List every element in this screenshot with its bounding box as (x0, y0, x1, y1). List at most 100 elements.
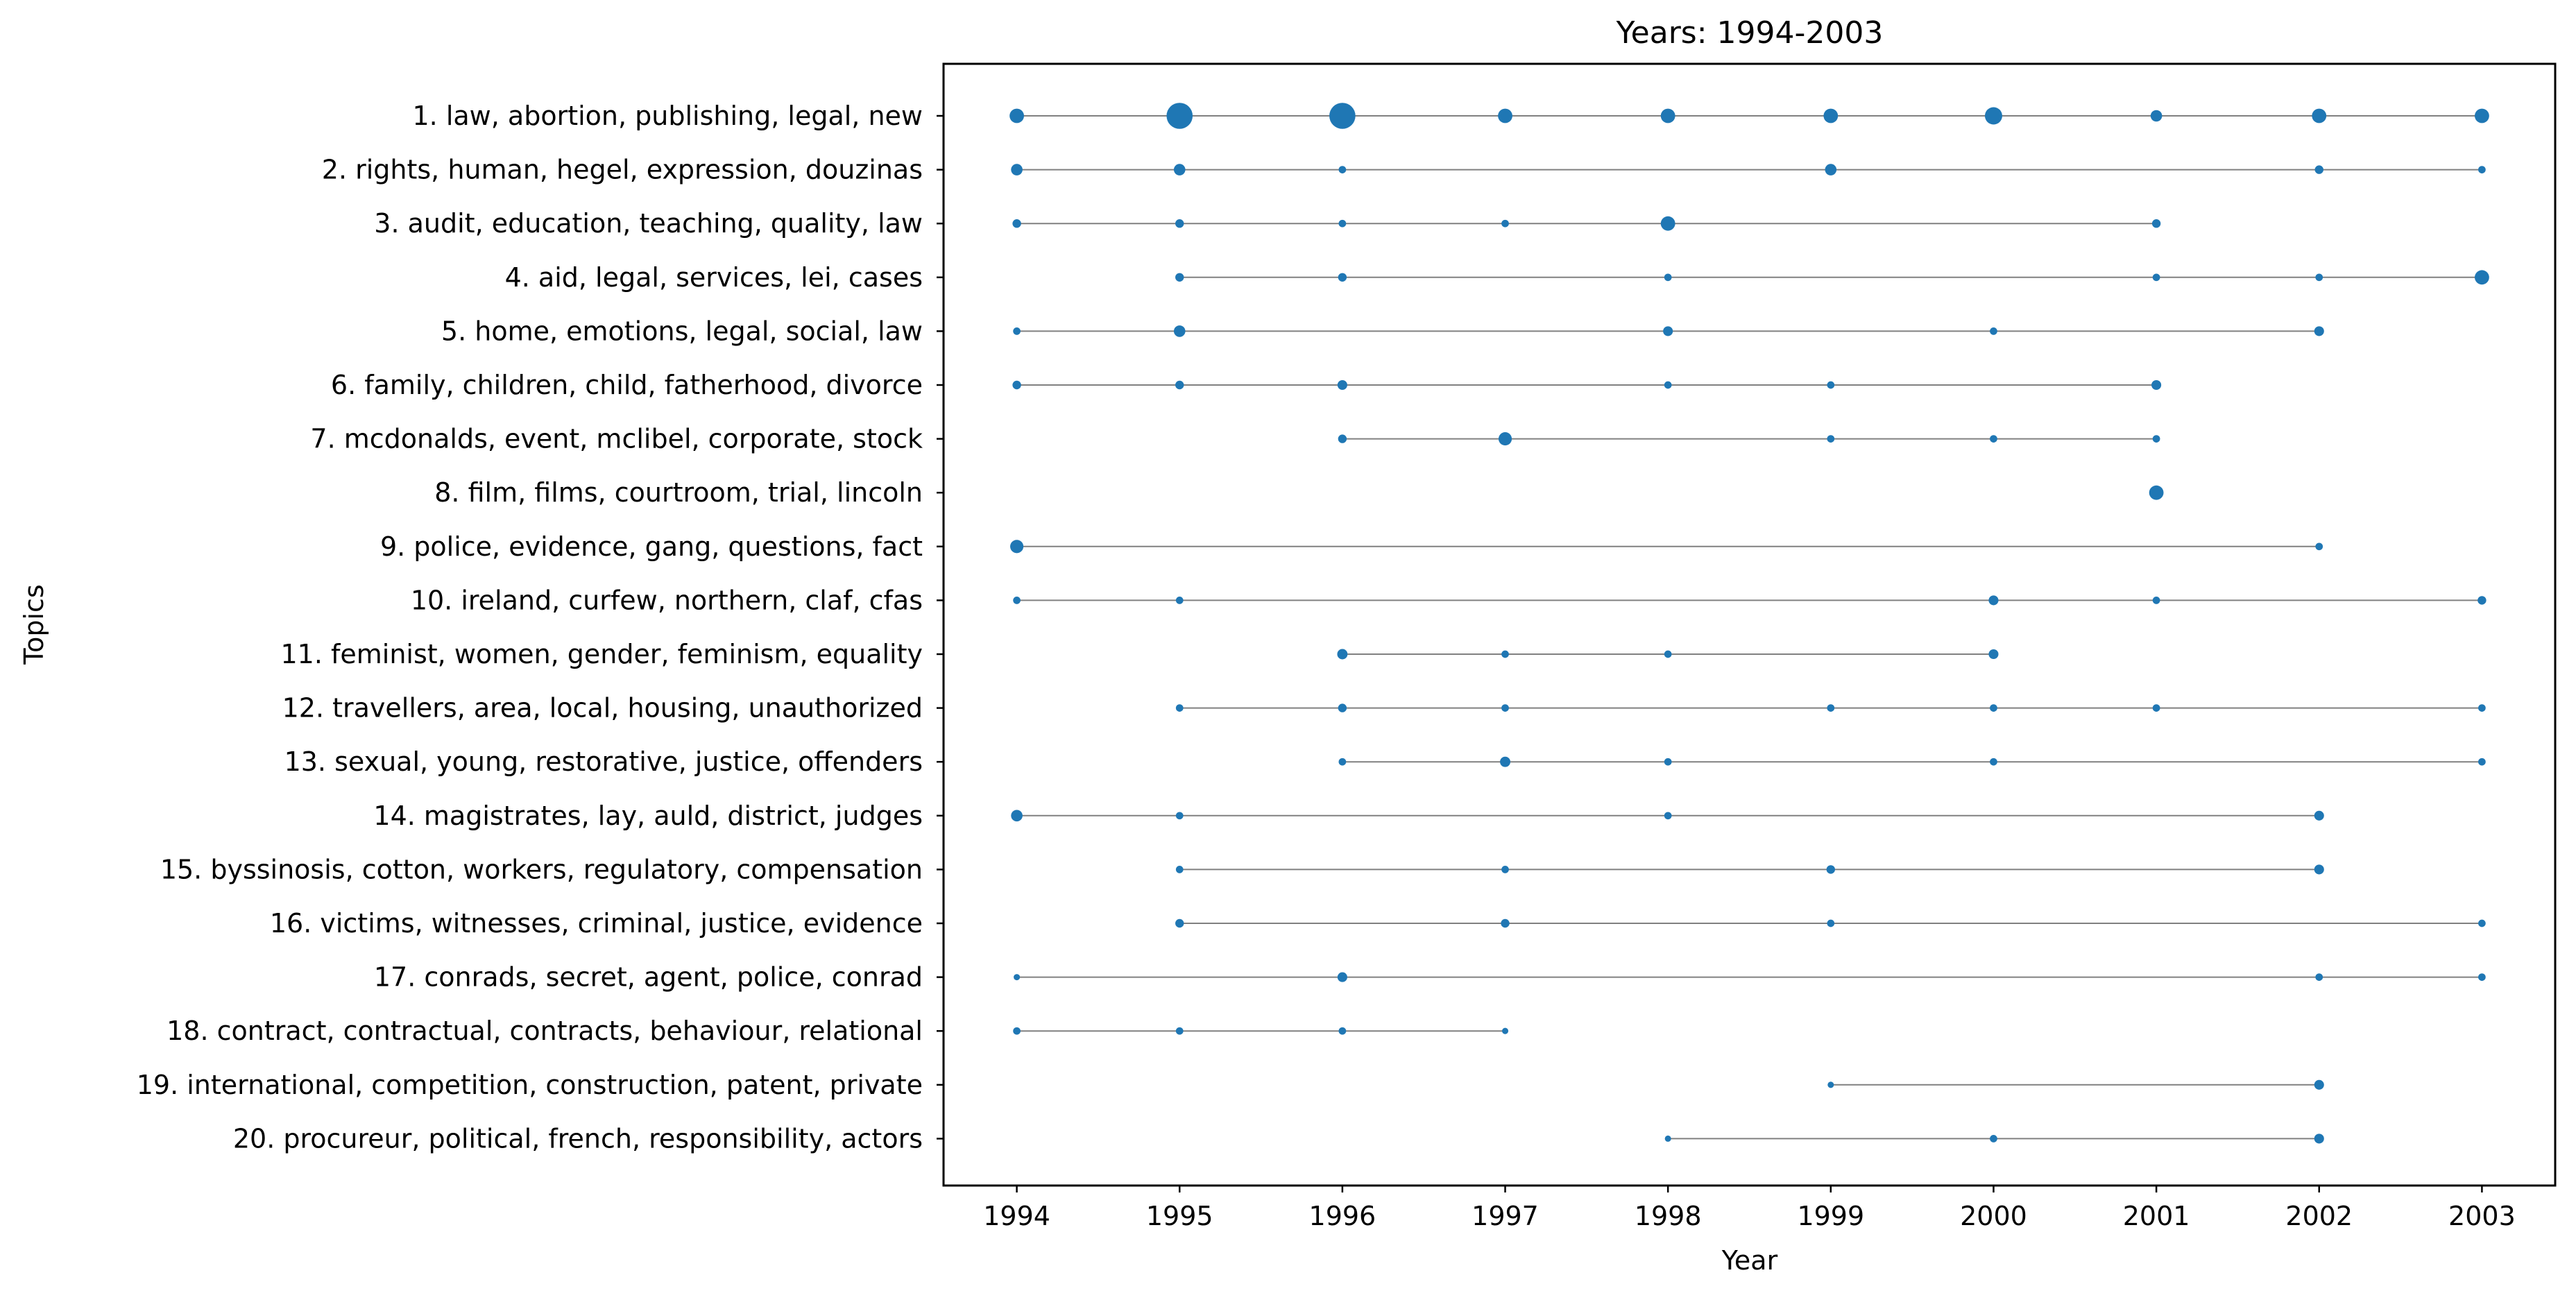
topic-year-point (2152, 597, 2160, 604)
topic-year-point (1501, 918, 1510, 928)
topic-year-point (1660, 216, 1675, 231)
topic-year-point (1990, 1135, 1997, 1143)
topic-year-point (1990, 435, 1997, 443)
topic-year-point (1501, 704, 1509, 712)
topic-year-point (2478, 758, 2486, 766)
topic-year-point (1175, 866, 1184, 873)
y-tick-label: 6. family, children, child, fatherhood, … (331, 370, 923, 400)
topic-year-point (1338, 166, 1347, 173)
topic-year-point (1338, 1027, 1347, 1035)
topic-year-point (1013, 1027, 1021, 1035)
y-tick-label: 7. mcdonalds, event, mclibel, corporate,… (310, 424, 923, 454)
chart-title: Years: 1994-2003 (1616, 15, 1884, 51)
x-tick-label: 2003 (2448, 1201, 2516, 1231)
topic-year-point (1988, 595, 1999, 606)
x-axis: 1994 1995 1996 1997 1998 1999 2000 2001 2002 2003 (983, 1186, 2516, 1231)
topic-year-point (2312, 108, 2327, 123)
y-tick-label: 18. contract, contractual, contracts, be… (167, 1016, 923, 1046)
topic-year-point (1012, 219, 1021, 228)
topic-year-point (1338, 703, 1347, 712)
topic-year-point (2315, 273, 2323, 282)
topic-year-point (1175, 918, 1184, 928)
topic-year-point (2477, 596, 2487, 605)
topic-year-point (1175, 380, 1184, 390)
topic-year-point (1175, 273, 1184, 282)
topic-year-point (1990, 327, 1997, 335)
topic-year-point (2475, 270, 2489, 285)
x-axis-label: Year (1721, 1245, 1778, 1276)
topic-year-point (1338, 219, 1347, 228)
topic-year-point (1014, 974, 1021, 981)
y-tick-label: 12. travellers, area, local, housing, un… (282, 693, 923, 724)
topic-year-point (2315, 973, 2323, 981)
y-tick-label: 13. sexual, young, restorative, justice,… (284, 746, 923, 777)
topic-year-point (1175, 704, 1184, 712)
topic-year-point (2151, 219, 2161, 228)
y-tick-label: 2. rights, human, hegel, expression, dou… (322, 155, 923, 185)
topic-year-point (1664, 273, 1672, 282)
topic-year-point (1329, 103, 1356, 129)
topic-year-point (1990, 704, 1997, 712)
y-tick-label: 11. feminist, women, gender, feminism, e… (281, 639, 923, 669)
y-tick-label: 20. procureur, political, french, respon… (233, 1123, 923, 1154)
x-tick-label: 1994 (983, 1201, 1050, 1231)
topic-year-point (2314, 1079, 2324, 1090)
topic-year-point (1664, 758, 1672, 766)
topic-year-point (2151, 379, 2162, 391)
topic-year-point (1009, 108, 1024, 123)
topic-year-point (1664, 812, 1672, 820)
topic-year-point (1338, 434, 1347, 443)
x-tick-label: 1999 (1797, 1201, 1864, 1231)
topic-year-point (1990, 758, 1997, 766)
x-tick-label: 1997 (1472, 1201, 1539, 1231)
topic-year-point (1663, 326, 1673, 336)
topic-year-point (1175, 597, 1184, 604)
topic-year-point (2315, 542, 2323, 551)
topic-year-point (2314, 326, 2324, 336)
topic-year-point (1175, 1027, 1184, 1035)
y-tick-label: 17. conrads, secret, agent, police, conr… (374, 962, 923, 993)
topic-year-point (1827, 1081, 1834, 1088)
x-tick-label: 2002 (2285, 1201, 2353, 1231)
topic-year-point (1664, 381, 1672, 389)
topic-year-point (1337, 379, 1347, 391)
topic-year-point (2150, 110, 2163, 122)
y-tick-label: 9. police, evidence, gang, questions, fa… (380, 531, 923, 562)
topic-year-point (1175, 812, 1184, 820)
topic-year-point (1013, 327, 1021, 335)
topic-year-point (1826, 865, 1836, 874)
topic-year-point (1501, 650, 1509, 658)
x-tick-label: 2001 (2123, 1201, 2190, 1231)
topic-year-point (2314, 165, 2323, 174)
x-tick-label: 1996 (1309, 1201, 1376, 1231)
topic-year-point (2149, 485, 2164, 500)
topic-year-point (1501, 866, 1509, 873)
topic-year-point (2478, 166, 2486, 173)
y-tick-label: 15. byssinosis, cotton, workers, regulat… (160, 854, 923, 884)
topic-year-point (1827, 704, 1835, 712)
y-tick-label: 4. aid, legal, services, lei, cases (505, 262, 923, 293)
topic-year-point (1825, 164, 1837, 176)
x-tick-label: 1995 (1146, 1201, 1213, 1231)
topic-year-point (1988, 649, 1999, 660)
topic-year-point (2152, 273, 2160, 282)
topic-year-point (1664, 1135, 1671, 1142)
topic-year-point (2478, 973, 2486, 981)
topic-year-point (1827, 435, 1835, 443)
y-tick-label: 8. film, films, courtroom, trial, lincol… (434, 477, 923, 508)
topic-year-point (1173, 325, 1186, 337)
topic-year-point (1827, 919, 1835, 927)
y-axis-label: Topics (19, 584, 49, 665)
topic-year-point (2314, 1134, 2324, 1144)
topic-year-point (2478, 704, 2486, 712)
topic-year-point (1827, 381, 1835, 389)
topic-year-point (1338, 758, 1347, 766)
topic-year-point (1338, 273, 1347, 282)
y-tick-label: 5. home, emotions, legal, social, law (441, 316, 923, 346)
x-tick-label: 2000 (1960, 1201, 2027, 1231)
x-tick-label: 1998 (1635, 1201, 1702, 1231)
topic-year-point (1502, 1027, 1509, 1034)
